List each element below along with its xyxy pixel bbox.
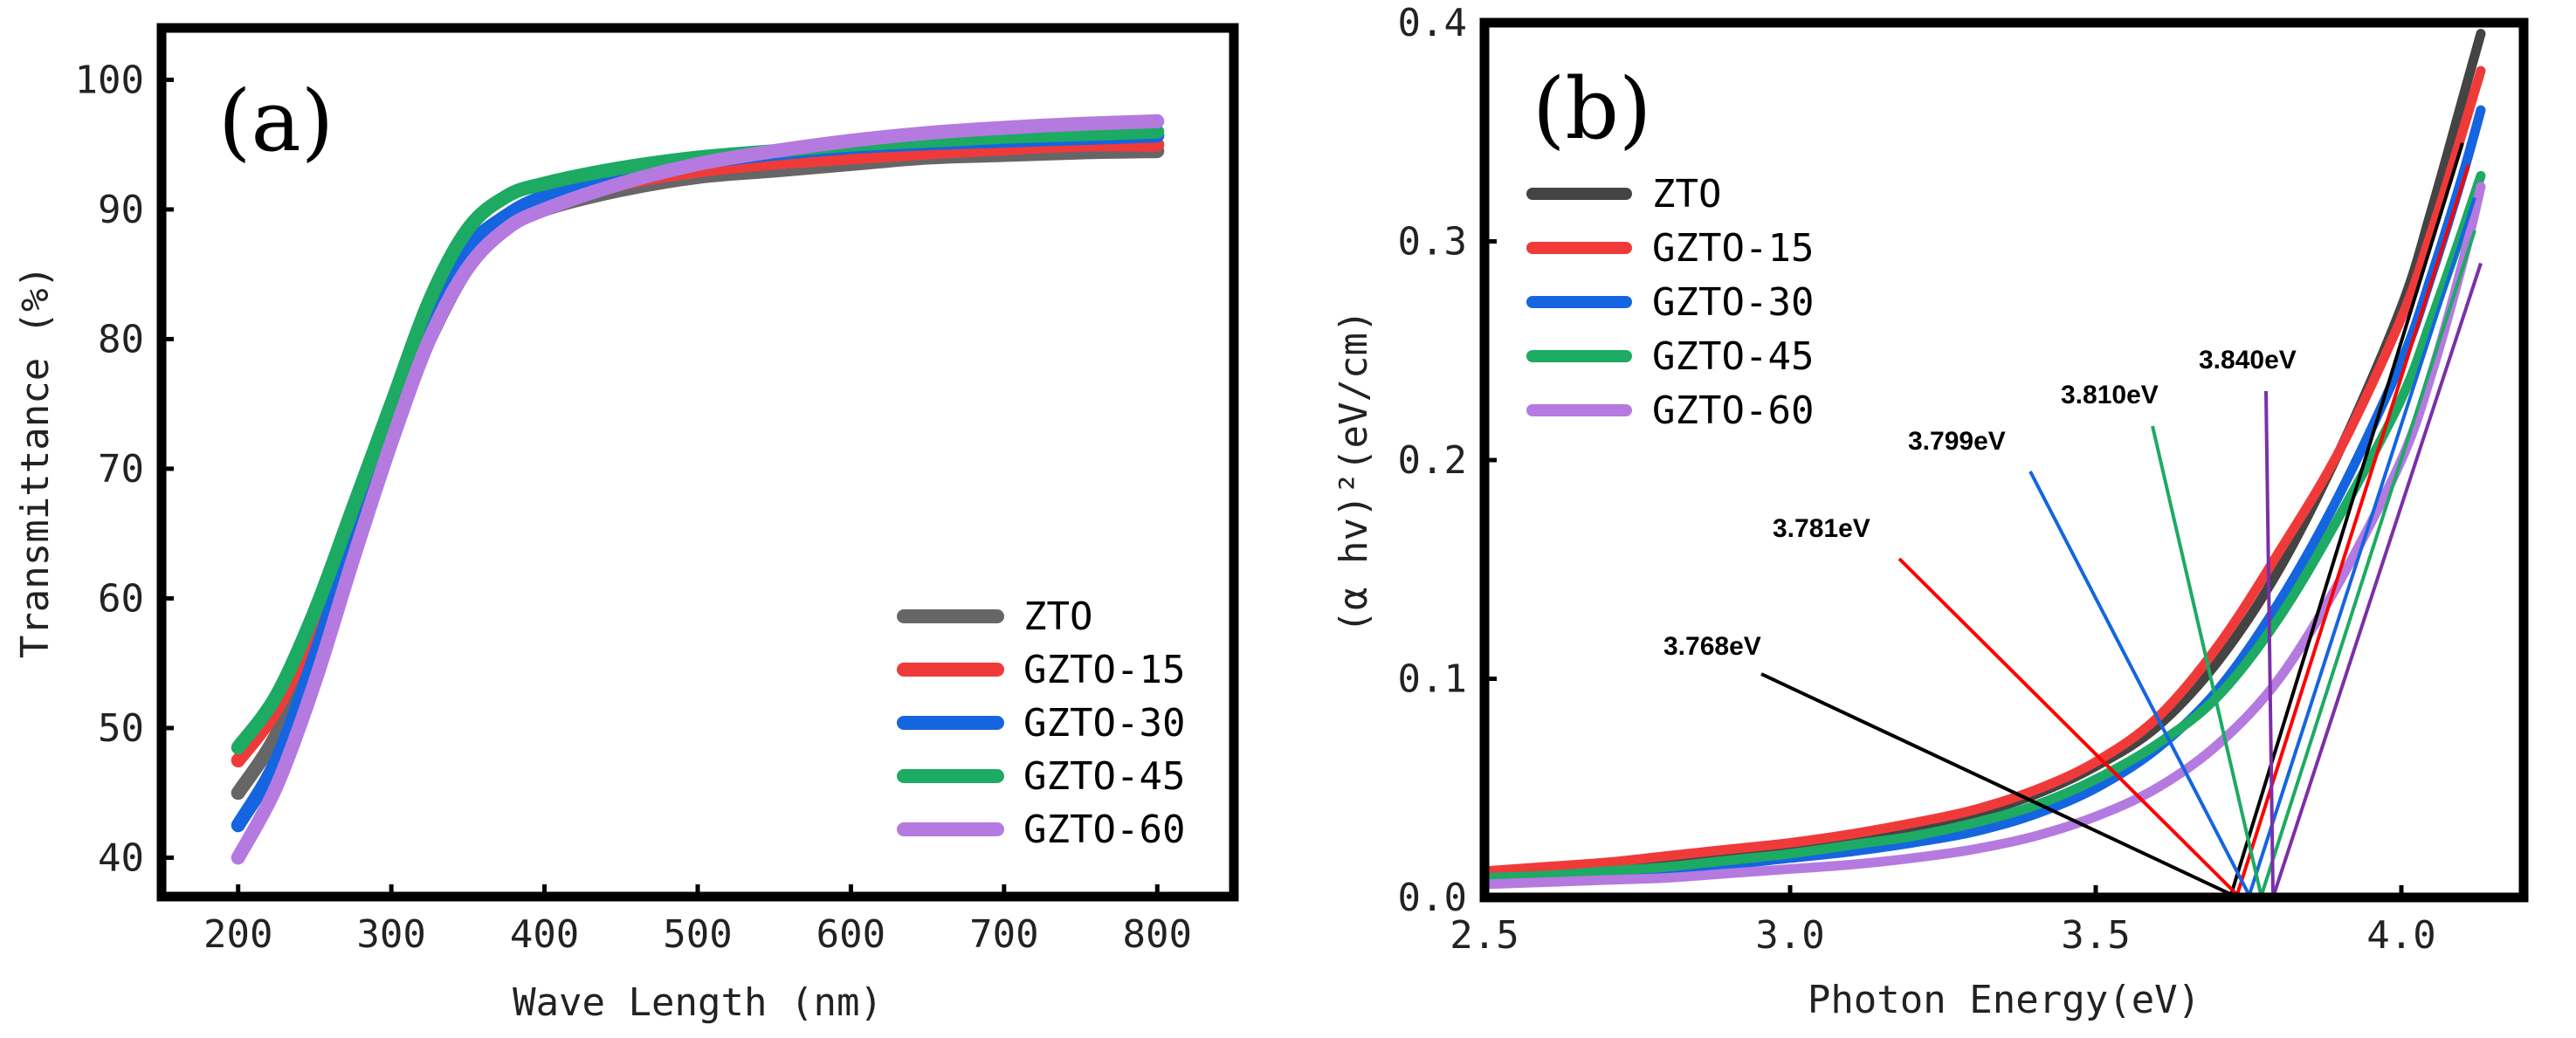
band-gap-label: 3.840eV (2199, 346, 2297, 375)
y-tick-label: 80 (98, 317, 144, 361)
band-gap-label: 3.799eV (1908, 427, 2006, 456)
panel-b-label: (b) (1533, 60, 1651, 158)
y-tick-label: 0.0 (1398, 876, 1467, 920)
extrapolation-line (2271, 262, 2483, 898)
panel-a-transmittance-chart: (a) 200 300 400 500 600 700 800 40 50 60 70 80 90 100… (13, 23, 1239, 1025)
band-gap-pointer (1760, 672, 2231, 896)
panel-b-y-axis-label: (α hv)²(eV/cm) (1332, 310, 1376, 634)
y-tick-label: 0.4 (1398, 1, 1467, 45)
legend-label: GZTO-60 (1652, 388, 1814, 433)
y-tick-label: 90 (98, 188, 144, 232)
panel-a-y-axis-label: Transmittance (%) (13, 265, 58, 658)
band-gap-pointer (2264, 390, 2275, 895)
legend-label: GZTO-15 (1652, 226, 1814, 271)
band-gap-label: 3.810eV (2061, 381, 2159, 409)
legend-label: GZTO-30 (1023, 701, 1185, 746)
x-tick-label: 300 (356, 912, 425, 957)
y-tick-label: 60 (98, 576, 144, 621)
x-tick-label: 3.5 (2061, 913, 2130, 958)
legend-label: GZTO-30 (1652, 280, 1814, 325)
series-line (231, 124, 1165, 755)
x-tick-label: 500 (663, 912, 732, 957)
y-tick-label: 0.3 (1398, 220, 1467, 265)
panel-a-curves (231, 113, 1165, 865)
panel-b-band-gap-annotations: 3.768eV 3.781eV 3.799eV 3.810eV 3.840eV (1663, 346, 2297, 896)
panel-a-legend: ZTO GZTO-15 GZTO-30 GZTO-45 GZTO-60 (897, 595, 1185, 852)
band-gap-label: 3.768eV (1663, 632, 1761, 661)
x-tick-label: 700 (969, 912, 1038, 957)
panel-a-label: (a) (218, 72, 334, 170)
x-tick-label: 800 (1123, 912, 1192, 957)
panel-b-x-axis-label: Photon Energy(eV) (1808, 978, 2201, 1022)
legend-label: ZTO (1023, 595, 1092, 639)
legend-label: GZTO-15 (1023, 648, 1185, 692)
y-tick-label: 0.2 (1398, 438, 1467, 483)
extrapolation-line (2235, 164, 2470, 898)
x-tick-label: 400 (510, 912, 579, 957)
panel-a-x-axis-label: Wave Length (nm) (513, 980, 883, 1025)
series-line (1479, 65, 2486, 876)
legend-label: GZTO-45 (1023, 754, 1185, 799)
extrapolation-line (2247, 196, 2476, 898)
panel-b-curves (1479, 29, 2486, 890)
y-tick-label: 100 (75, 58, 144, 102)
band-gap-pointer (1898, 557, 2238, 896)
band-gap-pointer (2028, 471, 2250, 895)
x-tick-label: 2.5 (1450, 913, 1519, 958)
band-gap-pointer (2151, 425, 2263, 895)
extrapolation-line (2259, 230, 2476, 898)
y-tick-label: 50 (98, 706, 144, 751)
extrapolation-line (2228, 142, 2464, 898)
series-line (231, 113, 1165, 865)
y-tick-label: 70 (98, 447, 144, 492)
band-gap-label: 3.781eV (1773, 514, 1870, 543)
series-line (1479, 105, 2486, 885)
x-tick-label: 3.0 (1755, 913, 1824, 958)
legend-label: GZTO-45 (1652, 334, 1814, 379)
legend-label: GZTO-60 (1023, 808, 1185, 852)
panel-a-axis-ticks: 200 300 400 500 600 700 800 40 50 60 70 80 90 100 (75, 58, 1193, 957)
series-line (1479, 170, 2486, 883)
y-tick-label: 0.1 (1398, 657, 1467, 702)
legend-label: ZTO (1652, 172, 1721, 217)
x-tick-label: 4.0 (2366, 913, 2435, 958)
y-tick-label: 40 (98, 835, 144, 880)
panel-b-extrapolation-lines (2228, 142, 2483, 898)
x-tick-label: 600 (816, 912, 885, 957)
panel-b-axis-ticks: 2.5 3.0 3.5 4.0 0.0 0.1 0.2 0.3 0.4 (1398, 1, 2436, 958)
x-tick-label: 200 (203, 912, 272, 957)
series-line (1479, 182, 2486, 890)
panel-b-legend: ZTO GZTO-15 GZTO-30 GZTO-45 GZTO-60 (1526, 172, 1814, 433)
